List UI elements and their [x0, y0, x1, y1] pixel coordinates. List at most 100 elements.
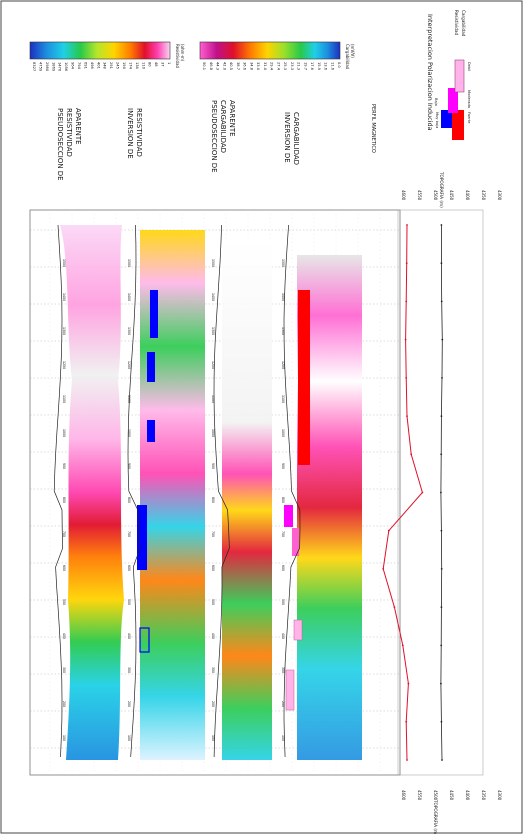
station-label: 1200: [62, 361, 66, 369]
station-line: [53, 224, 64, 758]
profile-point: [440, 720, 443, 723]
station-label: 1400: [281, 293, 285, 301]
ip-legend-charge-strong: Fuerte: [467, 112, 471, 124]
res-scale-value: 1056: [64, 62, 68, 72]
title-resistivity-pseudosection: RESISTIVIDAD: [65, 108, 73, 157]
chargeability-color-scale: [199, 41, 341, 60]
profile-point: [421, 491, 424, 494]
chg-scale-value: 38.7: [236, 62, 240, 70]
ip-legend-title: Interpretacion Polarizacion Inducida: [426, 14, 434, 131]
station-line: [213, 224, 230, 758]
elev-tick-top: 4600: [401, 190, 406, 201]
station-label: 1000: [281, 429, 285, 437]
interp-block-red: [298, 290, 310, 465]
station-label: 1300: [281, 327, 285, 335]
elev-tick-top: 4550: [417, 190, 422, 201]
res-scale-value: 496: [90, 62, 94, 70]
chg-scale-value: 31.0: [263, 62, 267, 71]
elev-tick-top: 4450: [449, 190, 454, 201]
station-label: 500: [62, 599, 66, 605]
station-label: 900: [211, 463, 215, 469]
elev-tick-bottom: 4400: [465, 790, 470, 801]
res-scale-value: 348: [103, 62, 107, 70]
topography-axis-label-bottom: TOPOGRAFIA (m): [433, 799, 438, 834]
ip-legend-resistivity-label: Resistividad: [454, 10, 459, 35]
topography-axis-label-top: TOPOGRAFIA (m): [439, 171, 444, 208]
station-label: 100: [281, 735, 285, 741]
res-scale-value: 1: [167, 62, 171, 64]
profile-point: [407, 682, 410, 685]
res-scale-value: 401: [96, 62, 100, 69]
profile-point: [441, 338, 444, 341]
chg-scale-value: 25.3: [283, 62, 287, 70]
station-label: 1500: [127, 259, 131, 267]
profile-point: [440, 453, 443, 456]
elev-tick-bottom: 4350: [481, 790, 486, 801]
interp-block-blue-1: [150, 290, 158, 338]
res-scale-value: 291: [109, 62, 113, 69]
res-scale-value: 80: [148, 62, 152, 67]
res-scale-value: 4759: [38, 62, 42, 72]
profile-point: [406, 415, 408, 417]
res-unit-text: Resistividad: [175, 44, 180, 68]
elev-tick-bottom: 4550: [417, 790, 422, 801]
interp-block-blue-3: [147, 420, 155, 442]
station-label: 100: [62, 735, 66, 741]
res-scale-value: 8327: [32, 62, 36, 71]
profile-point: [441, 759, 443, 761]
station-label: 1500: [211, 259, 215, 267]
res-unit-text: (ohm-m): [180, 44, 185, 62]
elev-tick-top: 4500: [433, 190, 438, 201]
profile-point: [405, 720, 408, 723]
elev-tick-bottom: 4450: [449, 790, 454, 801]
elev-tick-bottom: 4500: [433, 790, 438, 801]
station-label: 1300: [127, 327, 131, 335]
interp-block-pink-1: [292, 528, 299, 556]
station-label: 600: [62, 565, 66, 571]
chg-scale-value: 11.6: [330, 62, 334, 71]
station-label: 900: [281, 463, 285, 469]
station-label: 600: [127, 565, 131, 571]
station-label: 700: [127, 531, 131, 537]
chg-scale-value: 19.7: [303, 62, 307, 70]
resistivity-color-scale: [29, 41, 171, 60]
station-line: [127, 224, 141, 758]
profile-point: [387, 529, 390, 532]
profile-point: [401, 644, 404, 647]
profile-point: [405, 377, 408, 379]
chg-scale-value: 15.9: [317, 62, 321, 71]
station-label: 300: [127, 667, 131, 673]
ip-swatch-strong: [452, 110, 464, 140]
profile-point: [440, 606, 443, 608]
profile-point: [440, 568, 443, 570]
station-label: 800: [127, 497, 131, 503]
profile-point: [440, 224, 443, 226]
chg-scale-value: 42.0: [222, 62, 226, 71]
chg-scale-value: 23.3: [290, 62, 294, 70]
title-resistivity-pseudosection: PSEUDOSECCION DE: [56, 108, 64, 181]
station-label: 1300: [211, 327, 215, 335]
topo-label-bottom-text: TOPOGRAFIA (m): [433, 799, 438, 834]
res-scale-value: 37: [161, 62, 165, 67]
profile-point: [440, 262, 443, 265]
profile-point: [440, 300, 443, 303]
interp-block-blue-outline: [139, 627, 150, 653]
chg-unit-text: (mV/V): [350, 44, 355, 58]
elev-tick-bottom: 4300: [497, 790, 502, 801]
res-scale-value: 134: [135, 62, 139, 70]
station-label: 400: [281, 633, 285, 639]
chg-scale-value: 33.0: [256, 62, 260, 71]
profile-point: [441, 377, 443, 379]
chargeability-pseudosection: [222, 240, 272, 760]
chg-scale-value: 40.5: [229, 62, 233, 70]
interp-block-magenta: [284, 505, 293, 527]
ip-legend-charge-weak: Debil: [467, 62, 471, 71]
title-chargeability-inversion: CARGABILIDAD: [292, 112, 300, 165]
title-chargeability-pseudosection: APARENTE: [228, 100, 236, 137]
section-titles: PSEUDOSECCION DE RESISTIVIDAD APARENTE INVE…: [56, 100, 376, 181]
station-label: 1500: [62, 259, 66, 267]
profile-point: [410, 453, 413, 456]
station-label: 1400: [211, 293, 215, 301]
chg-scale-value: 44.3: [216, 62, 220, 70]
